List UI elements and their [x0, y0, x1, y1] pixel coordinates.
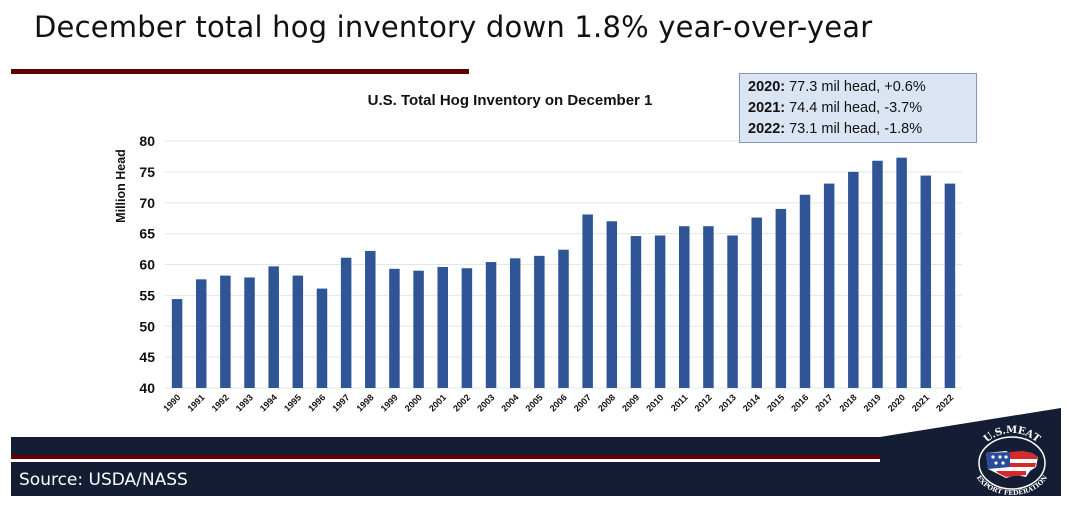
bar-2010: [654, 235, 666, 388]
bar-2020: [896, 157, 907, 388]
title-rule: [11, 69, 469, 74]
bar-1992: [220, 275, 231, 388]
bar-2014: [751, 217, 762, 388]
slide-title: December total hog inventory down 1.8% y…: [34, 10, 873, 44]
bar-1991: [195, 279, 207, 388]
bar-1993: [244, 277, 255, 388]
callout-text: 77.3 mil head, +0.6%: [785, 79, 926, 95]
bars: [171, 157, 956, 388]
usmef-logo: U.S.MEAT EXPORT FEDERATION: [975, 425, 1049, 495]
bar-2006: [558, 249, 569, 388]
bar-1996: [316, 288, 328, 388]
y-tick-label: 40: [139, 380, 155, 396]
y-tick-label: 50: [139, 318, 155, 334]
logo-top-text: U.S.MEAT: [982, 425, 1043, 445]
y-tick-label: 70: [139, 195, 155, 211]
callout-line-2021: 2021: 74.4 mil head, -3.7%: [748, 98, 976, 119]
y-tick-label: 65: [139, 226, 155, 242]
footer-white-stripe: [11, 459, 1061, 462]
bar-2008: [606, 221, 618, 388]
chart-title: U.S. Total Hog Inventory on December 1: [367, 92, 653, 109]
y-tick-label: 45: [139, 349, 155, 365]
bar-1990: [171, 299, 183, 388]
bar-2019: [872, 160, 883, 388]
bar-2022: [944, 183, 956, 388]
callout-text: 73.1 mil head, -1.8%: [785, 121, 923, 137]
bar-2021: [920, 175, 932, 388]
bar-2013: [727, 235, 738, 388]
bar-2001: [437, 266, 448, 388]
bar-2000: [413, 270, 424, 388]
bar-2005: [534, 255, 545, 388]
bar-1997: [340, 257, 352, 388]
us-flag-map-icon: [986, 451, 1038, 478]
callout-year: 2020:: [748, 79, 786, 95]
y-axis-ticks: 40 45 50 55 60 65 70 75 80: [139, 133, 155, 396]
source-note: Source: USDA/NASS: [19, 470, 188, 490]
callout-line-2022: 2022: 73.1 mil head, -1.8%: [748, 119, 976, 140]
footer-band-top: [11, 437, 1061, 456]
bar-2018: [848, 171, 859, 388]
callout-year: 2021:: [748, 100, 786, 116]
callout-box: 2020: 77.3 mil head, +0.6% 2021: 74.4 mi…: [739, 73, 977, 143]
bar-2011: [679, 226, 690, 388]
bar-2003: [485, 262, 497, 388]
bar-2007: [582, 214, 593, 388]
logo-ring: [978, 436, 1046, 490]
bar-2004: [509, 258, 521, 388]
bar-1998: [365, 250, 376, 388]
callout-line-2020: 2020: 77.3 mil head, +0.6%: [748, 77, 976, 98]
bar-1995: [292, 275, 304, 388]
bar-2009: [630, 236, 642, 388]
bar-2017: [823, 183, 835, 388]
y-tick-label: 55: [139, 287, 155, 303]
y-tick-label: 75: [139, 164, 155, 180]
callout-text: 74.4 mil head, -3.7%: [785, 100, 923, 116]
y-axis-label: Million Head: [114, 149, 128, 223]
bar-1994: [268, 266, 279, 388]
callout-year: 2022:: [748, 121, 786, 137]
footer-red-stripe: [11, 455, 1061, 459]
logo-bottom-text: EXPORT FEDERATION: [975, 474, 1049, 495]
bar-2015: [775, 208, 787, 388]
y-tick-label: 80: [139, 133, 155, 149]
bar-2016: [799, 194, 811, 388]
y-tick-label: 60: [139, 257, 155, 273]
bar-1999: [389, 268, 400, 388]
bar-2002: [461, 268, 473, 388]
bar-2012: [703, 226, 714, 388]
